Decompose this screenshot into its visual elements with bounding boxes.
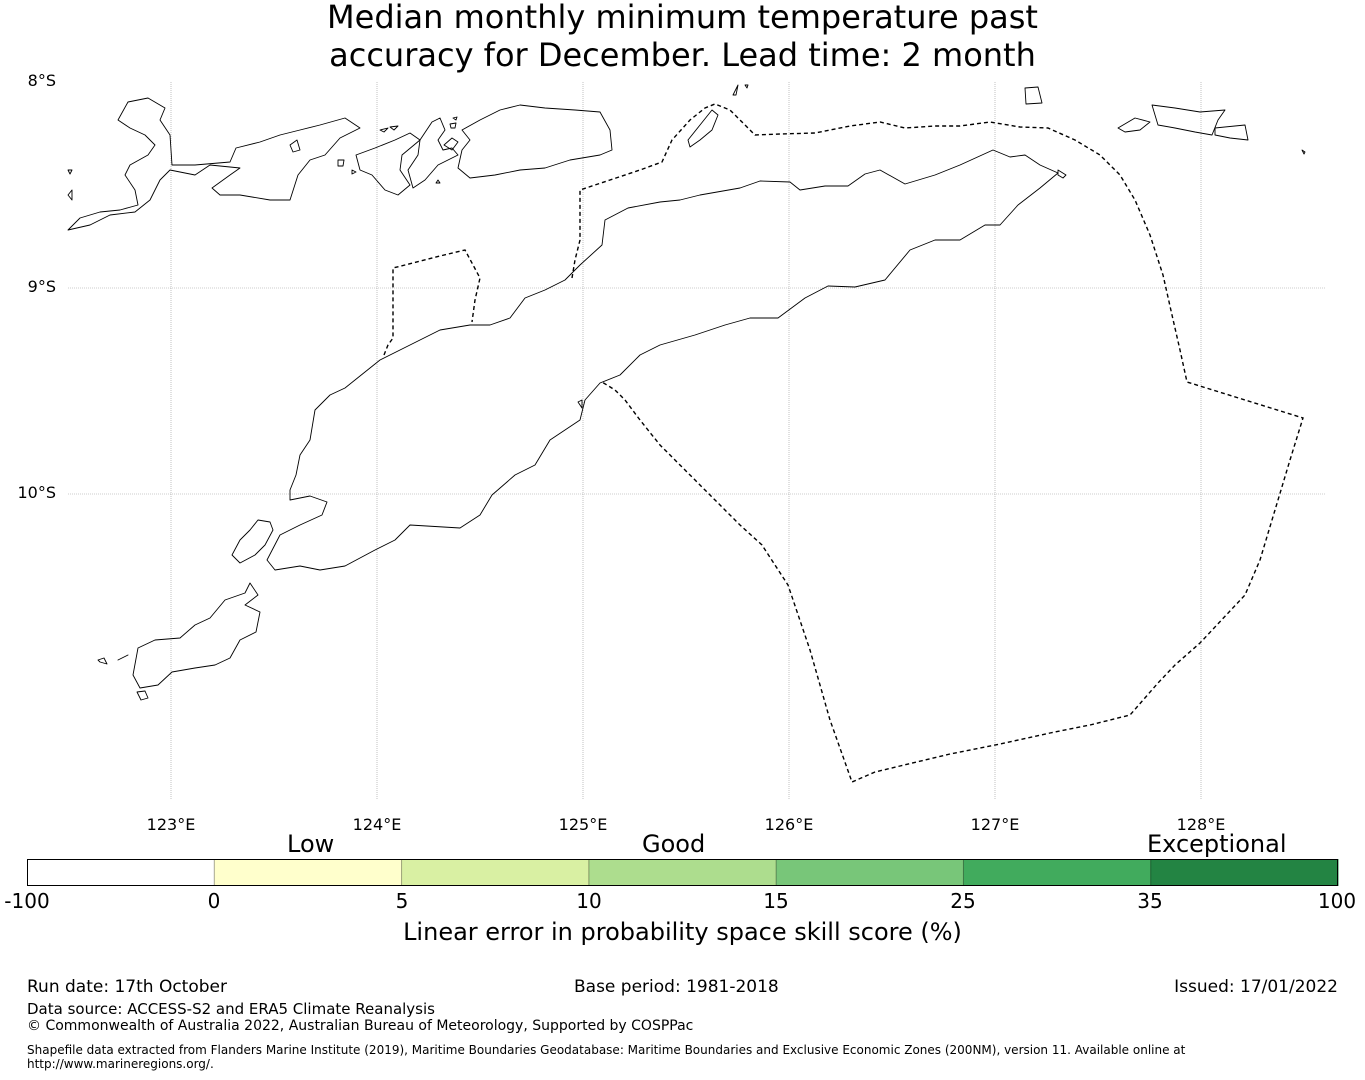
colorbar-tick-m100: -100 [4, 889, 50, 913]
shapefile-credit: Shapefile data extracted from Flanders M… [27, 1043, 1347, 1071]
eez-boundary-north [571, 103, 1304, 783]
coast-alor [457, 104, 613, 179]
colorbar-tick-15: 15 [763, 889, 789, 913]
coast-pantar [443, 137, 459, 151]
coast-islet-13 [1024, 86, 1043, 105]
map-canvas [67, 82, 1325, 800]
colorbar [27, 859, 1339, 886]
lon-label-128e: 128°E [1176, 815, 1226, 834]
lon-label-123e: 123°E [146, 815, 196, 834]
colorbar-tick-5: 5 [395, 889, 409, 913]
lat-label-9s: 9°S [27, 277, 56, 296]
colorbar-tick-10: 10 [576, 889, 602, 913]
colorbar-segment [963, 859, 1152, 886]
coast-wetar [1151, 104, 1226, 136]
coast-islet-17 [577, 399, 583, 409]
coast-islet-3 [351, 169, 357, 175]
run-date: Run date: 17th October [27, 977, 227, 997]
coast-rote [132, 582, 261, 689]
lat-label-8s: 8°S [27, 71, 56, 90]
band-label-low: Low [287, 830, 335, 858]
coast-islet-9 [389, 125, 399, 131]
band-label-exceptional: Exceptional [1147, 830, 1287, 858]
coastlines [67, 84, 1306, 701]
maritime-boundaries [383, 103, 1304, 783]
coast-timor-tip [1057, 169, 1067, 179]
gridlines [68, 82, 1325, 800]
title-line-2: accuracy for December. Lead time: 2 mont… [329, 36, 1036, 74]
colorbar-tick-35: 35 [1137, 889, 1163, 913]
coast-islet-6 [67, 189, 73, 201]
coast-timor [266, 149, 1059, 571]
coast-semau [231, 519, 274, 564]
lon-label-127e: 127°E [970, 815, 1020, 834]
coast-islet-16 [1301, 149, 1306, 155]
data-source: Data source: ACCESS-S2 and ERA5 Climate … [27, 1000, 435, 1018]
colorbar-segment [776, 859, 964, 886]
map-title: Median monthly minimum temperature past … [0, 0, 1365, 74]
title-line-1: Median monthly minimum temperature past [327, 0, 1038, 36]
coast-flores [67, 97, 361, 231]
base-period: Base period: 1981-2018 [574, 977, 779, 997]
coast-islet-11 [452, 116, 458, 121]
colorbar-tick-0: 0 [207, 889, 221, 913]
band-label-good: Good [642, 830, 706, 858]
colorbar-segment [1150, 859, 1339, 886]
coast-islet-5 [289, 139, 301, 153]
eez-boundary-oecusse [383, 249, 481, 356]
coast-islet-10 [449, 122, 457, 129]
coast-islet-15 [744, 84, 749, 89]
coast-lembata [407, 117, 459, 189]
coast-atauro [687, 109, 719, 148]
coast-islet-14 [732, 84, 739, 96]
lon-label-125e: 125°E [558, 815, 608, 834]
coast-islet-7 [67, 169, 73, 175]
lon-label-126e: 126°E [764, 815, 814, 834]
colorbar-segment [401, 859, 590, 886]
coast-islet-1 [97, 657, 108, 665]
coast-islet-8 [379, 127, 389, 133]
issued-date: Issued: 17/01/2022 [1174, 977, 1338, 997]
shapefile-credit-line-1: Shapefile data extracted from Flanders M… [27, 1043, 1186, 1057]
coast-islet-12 [1214, 124, 1249, 141]
colorbar-segment [588, 859, 777, 886]
colorbar-label: Linear error in probability space skill … [403, 918, 962, 946]
lat-label-10s: 10°S [17, 483, 56, 502]
coast-islet-4 [337, 159, 345, 167]
colorbar-outline [27, 859, 1338, 886]
colorbar-segment [27, 859, 215, 886]
coast-ndao [136, 690, 149, 701]
colorbar-tick-100: 100 [1317, 889, 1357, 913]
copyright: © Commonwealth of Australia 2022, Austra… [27, 1018, 694, 1034]
shapefile-credit-line-2: http://www.marineregions.org/. [27, 1057, 214, 1071]
lon-label-124e: 124°E [352, 815, 402, 834]
coast-islet-18 [117, 654, 129, 661]
coast-adonara [355, 132, 421, 196]
colorbar-segment [214, 859, 403, 886]
colorbar-tick-25: 25 [950, 889, 976, 913]
coast-islet-2 [435, 179, 441, 184]
coast-wetar-2 [1117, 117, 1151, 133]
